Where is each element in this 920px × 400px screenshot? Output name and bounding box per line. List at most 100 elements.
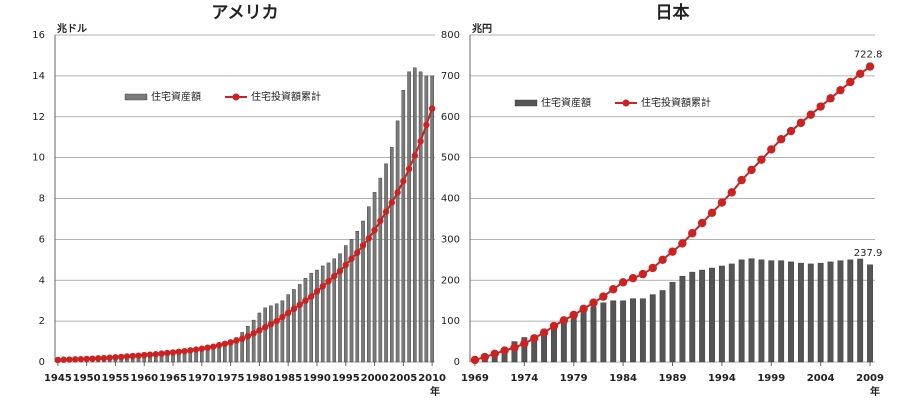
line-point [192,346,200,353]
line-point [806,110,815,119]
line-point [181,347,188,355]
bar [263,307,267,363]
bar [274,303,279,363]
legend-swatch [622,99,630,107]
line-point [54,356,62,364]
line-point [865,62,875,71]
bar [867,264,873,363]
y-axis-label: 兆円 [472,22,492,35]
bar [395,120,400,363]
line-point [589,298,598,307]
bar [857,258,864,363]
bar [837,260,844,363]
y-tick-label: 16 [32,30,45,41]
bar [413,67,417,363]
line-point [89,355,96,362]
line-point [290,305,298,313]
bar [649,294,656,363]
y-tick-label: 400 [441,194,460,205]
line-point [342,261,349,269]
bar [669,282,676,363]
line-point [371,226,378,234]
x-tick-label: 1960 [130,373,158,384]
line-point [152,351,159,358]
line-point [470,355,480,365]
line-point [319,283,326,290]
line-point [697,218,707,228]
bar [748,258,755,363]
y-tick-label: 0 [454,357,460,368]
chart-title: 日本 [656,2,690,23]
line-point [354,249,361,256]
line-point [348,255,355,262]
bar [709,267,715,363]
line-point [836,85,845,95]
line-point [628,274,638,283]
chart-title: アメリカ [211,3,278,23]
line-point [530,334,539,343]
line-point [559,316,569,325]
line-point [175,348,182,355]
bar [326,262,331,363]
line-point [500,346,509,355]
line-point [796,118,806,128]
line-point [400,177,407,185]
line-point [233,337,240,344]
y-tick-label: 200 [441,275,460,286]
x-tick-label: 1955 [102,373,130,384]
data-label: 722.8 [854,50,883,61]
line-point [279,313,286,321]
bar [778,260,785,363]
line-point [187,347,194,354]
y-tick-label: 700 [441,71,460,82]
y-tick-label: 500 [441,153,460,164]
line-point [727,188,736,197]
line-point [405,165,413,173]
x-tick-label: 2005 [389,373,417,384]
bar [361,220,365,363]
bar [699,269,706,363]
y-tick-label: 0 [39,357,45,368]
bar [738,259,745,363]
bar [332,258,337,363]
legend-label: 住宅投資額累計 [641,96,711,109]
x-tick-label: 1990 [303,373,331,384]
bar [407,71,411,363]
x-tick-label: 1980 [245,373,273,384]
bar [590,306,597,363]
y-tick-label: 600 [441,112,460,123]
line-point [273,317,280,325]
bar [251,319,256,363]
bar [320,265,325,363]
line-point [135,352,142,359]
x-axis-label: 年 [870,385,880,398]
x-tick-label: 1999 [757,373,785,384]
line-point [256,327,263,334]
y-tick-label: 300 [441,234,460,245]
line-point [141,351,148,359]
line-point [215,342,223,349]
line-point [308,293,315,300]
line-point [388,199,396,206]
line-point [394,189,401,196]
bar [401,89,406,363]
line-point [707,208,717,218]
x-tick-label: 1995 [332,373,360,384]
line-point [261,324,269,331]
line-point [480,352,490,362]
line-point [302,297,309,304]
line-point [210,343,217,350]
bar [257,312,262,363]
bar [768,260,775,363]
legend-swatch [514,99,538,107]
line-point [767,145,776,154]
bar [817,262,824,363]
bar [758,259,765,363]
line-point [569,310,578,320]
line-point [855,69,865,79]
bar [343,245,348,363]
line-point [204,344,211,351]
bar [430,75,434,363]
